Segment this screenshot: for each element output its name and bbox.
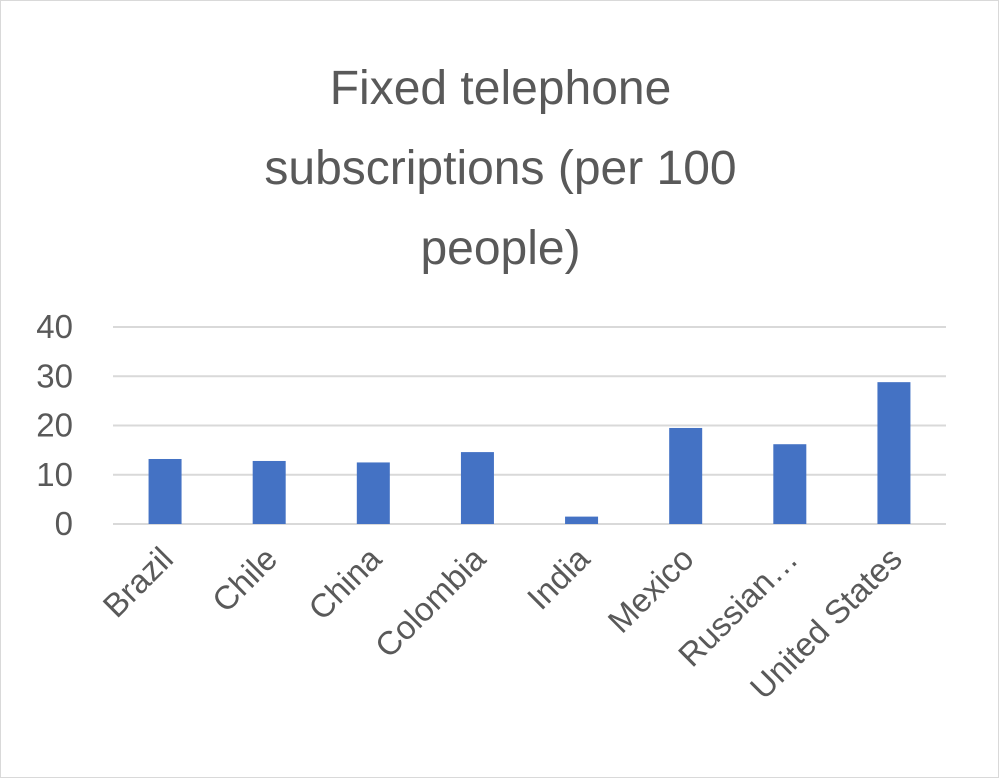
y-tick-label: 30 <box>36 357 73 394</box>
y-tick-label: 0 <box>55 505 73 542</box>
bar-russian <box>773 444 807 524</box>
y-tick-label: 20 <box>36 407 73 444</box>
y-tick-label: 10 <box>36 456 73 493</box>
y-tick-label: 40 <box>36 308 73 345</box>
bar-colombia <box>460 452 494 524</box>
x-tick-label: China <box>301 539 389 627</box>
bar-india <box>565 516 599 524</box>
x-tick-label: Chile <box>205 540 284 619</box>
bar-china <box>356 462 390 524</box>
x-tick-label: Brazil <box>95 540 180 625</box>
x-tick-label: India <box>520 539 597 616</box>
chart-title: Fixed telephone subscriptions (per 100 p… <box>264 62 737 275</box>
x-tick-label: Mexico <box>601 540 701 640</box>
x-tick-label: Colombia <box>368 539 493 664</box>
bar-united-states <box>877 382 911 524</box>
bar-chile <box>252 460 286 524</box>
bar-brazil <box>148 458 182 524</box>
bar-mexico <box>669 427 703 524</box>
